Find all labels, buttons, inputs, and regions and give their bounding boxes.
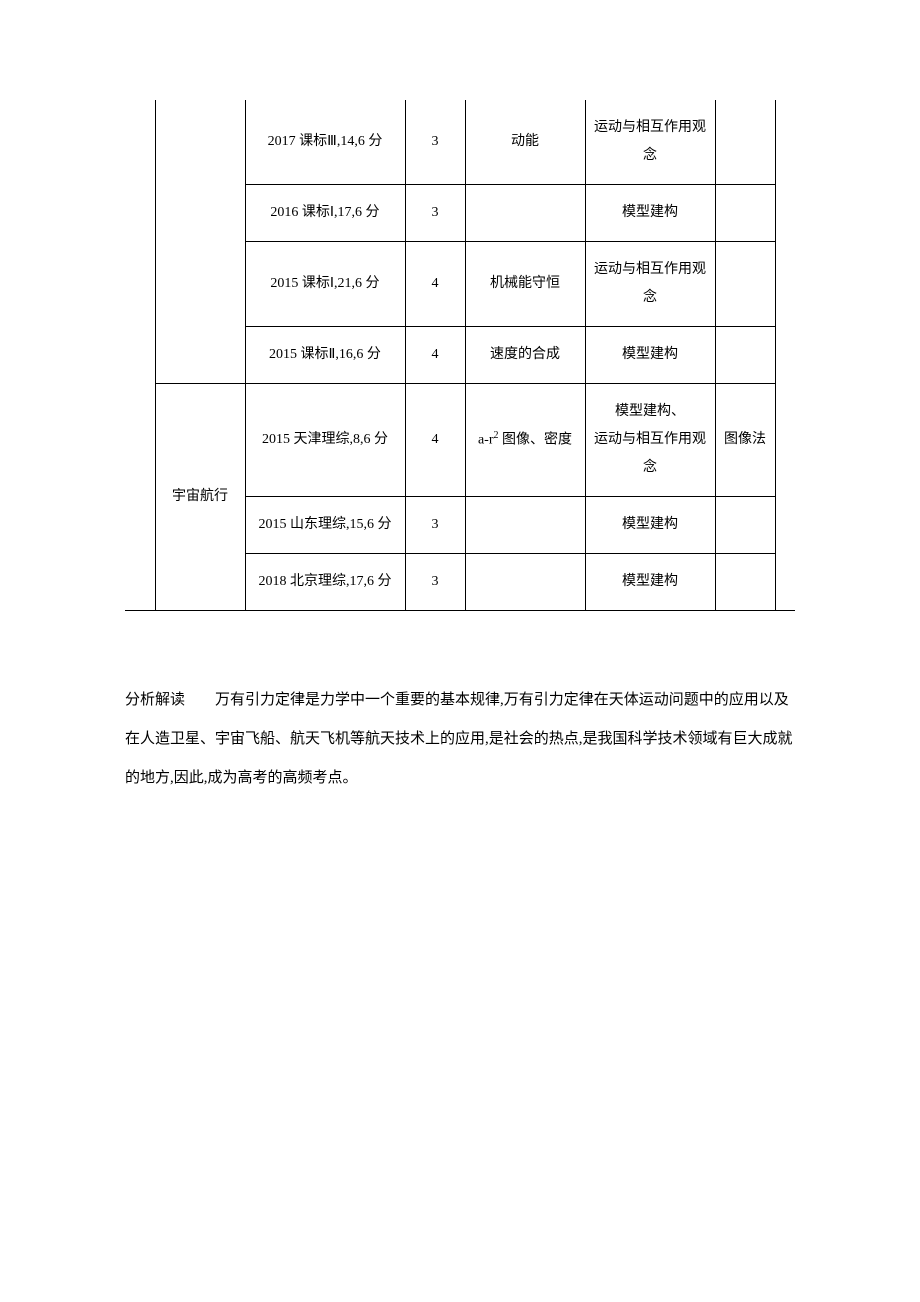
cell-topic-group-upper [155, 100, 245, 384]
cell-related [465, 497, 585, 554]
cell-method [715, 185, 775, 242]
table-row: 宇宙航行 2015 天津理综,8,6 分 4 a-r2 图像、密度 模型建构、运… [125, 384, 795, 497]
cell-score: 4 [405, 384, 465, 497]
cell-score: 4 [405, 242, 465, 327]
cell-blank-right [775, 100, 795, 611]
table-row: 2017 课标Ⅲ,14,6 分 3 动能 运动与相互作用观念 [125, 100, 795, 185]
cell-score: 4 [405, 327, 465, 384]
cell-source: 2015 课标Ⅱ,16,6 分 [245, 327, 405, 384]
cell-concept: 模型建构 [585, 185, 715, 242]
cell-source: 2016 课标Ⅰ,17,6 分 [245, 185, 405, 242]
analysis-label: 分析解读 [125, 692, 185, 708]
cell-source: 2018 北京理综,17,6 分 [245, 554, 405, 611]
cell-related: 动能 [465, 100, 585, 185]
cell-related: a-r2 图像、密度 [465, 384, 585, 497]
cell-method: 图像法 [715, 384, 775, 497]
cell-related: 速度的合成 [465, 327, 585, 384]
cell-concept: 模型建构 [585, 554, 715, 611]
cell-blank-left [125, 100, 155, 611]
cell-source: 2015 山东理综,15,6 分 [245, 497, 405, 554]
cell-score: 3 [405, 100, 465, 185]
cell-method [715, 327, 775, 384]
cell-method [715, 554, 775, 611]
cell-score: 3 [405, 185, 465, 242]
cell-concept: 模型建构、运动与相互作用观念 [585, 384, 715, 497]
cell-concept: 运动与相互作用观念 [585, 100, 715, 185]
cell-topic-group-lower: 宇宙航行 [155, 384, 245, 611]
analysis-spacing [185, 692, 215, 708]
cell-method [715, 242, 775, 327]
cell-related: 机械能守恒 [465, 242, 585, 327]
cell-score: 3 [405, 497, 465, 554]
cell-score: 3 [405, 554, 465, 611]
cell-source: 2015 天津理综,8,6 分 [245, 384, 405, 497]
cell-method [715, 100, 775, 185]
cell-method [715, 497, 775, 554]
cell-concept: 运动与相互作用观念 [585, 242, 715, 327]
cell-concept: 模型建构 [585, 497, 715, 554]
cell-source: 2017 课标Ⅲ,14,6 分 [245, 100, 405, 185]
cell-related [465, 554, 585, 611]
cell-concept: 模型建构 [585, 327, 715, 384]
analysis-paragraph: 分析解读 万有引力定律是力学中一个重要的基本规律,万有引力定律在天体运动问题中的… [125, 681, 795, 798]
analysis-body: 万有引力定律是力学中一个重要的基本规律,万有引力定律在天体运动问题中的应用以及在… [125, 692, 793, 786]
exam-topics-table: 2017 课标Ⅲ,14,6 分 3 动能 运动与相互作用观念 2016 课标Ⅰ,… [125, 100, 795, 611]
cell-related [465, 185, 585, 242]
cell-source: 2015 课标Ⅰ,21,6 分 [245, 242, 405, 327]
